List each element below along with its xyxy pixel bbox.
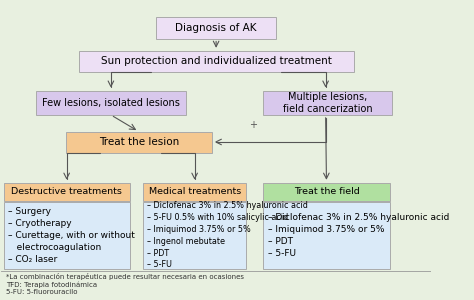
- FancyBboxPatch shape: [156, 17, 276, 38]
- FancyBboxPatch shape: [143, 183, 246, 200]
- FancyBboxPatch shape: [264, 91, 392, 115]
- Text: Sun protection and individualized treatment: Sun protection and individualized treatm…: [100, 56, 331, 66]
- FancyBboxPatch shape: [36, 91, 186, 115]
- FancyBboxPatch shape: [66, 132, 212, 153]
- Text: Few lesions, isolated lesions: Few lesions, isolated lesions: [42, 98, 180, 108]
- Text: Diagnosis of AK: Diagnosis of AK: [175, 23, 257, 33]
- FancyBboxPatch shape: [3, 183, 130, 200]
- Text: 5-FU: 5-fluorouracilo: 5-FU: 5-fluorouracilo: [6, 289, 77, 295]
- Text: Treat the field: Treat the field: [294, 187, 360, 196]
- Text: – Diclofenac 3% in 2.5% hyaluronic acid
– 5-FU 0.5% with 10% salicylic acid
– Im: – Diclofenac 3% in 2.5% hyaluronic acid …: [147, 202, 308, 269]
- Text: Treat the lesion: Treat the lesion: [99, 137, 179, 147]
- Text: – Diclofenac 3% in 2.5% hyaluronic acid
– Imiquimod 3.75% or 5%
– PDT
– 5-FU: – Diclofenac 3% in 2.5% hyaluronic acid …: [268, 213, 449, 258]
- FancyBboxPatch shape: [79, 51, 354, 72]
- Text: *La combinación terapéutica puede resultar necesaria en ocasiones: *La combinación terapéutica puede result…: [6, 273, 244, 280]
- FancyBboxPatch shape: [3, 202, 130, 269]
- Text: Medical treatments: Medical treatments: [148, 187, 241, 196]
- FancyBboxPatch shape: [264, 183, 390, 200]
- Text: – Surgery
– Cryotherapy
– Curettage, with or without
   electrocoagulation
– CO₂: – Surgery – Cryotherapy – Curettage, wit…: [8, 207, 135, 264]
- Text: Multiple lesions,
field cancerization: Multiple lesions, field cancerization: [283, 92, 373, 114]
- Text: Destructive treatments: Destructive treatments: [11, 187, 122, 196]
- FancyBboxPatch shape: [143, 202, 246, 269]
- FancyBboxPatch shape: [264, 202, 390, 269]
- Text: TFD: Terapia fotodinámica: TFD: Terapia fotodinámica: [6, 281, 97, 288]
- Text: +: +: [248, 120, 256, 130]
